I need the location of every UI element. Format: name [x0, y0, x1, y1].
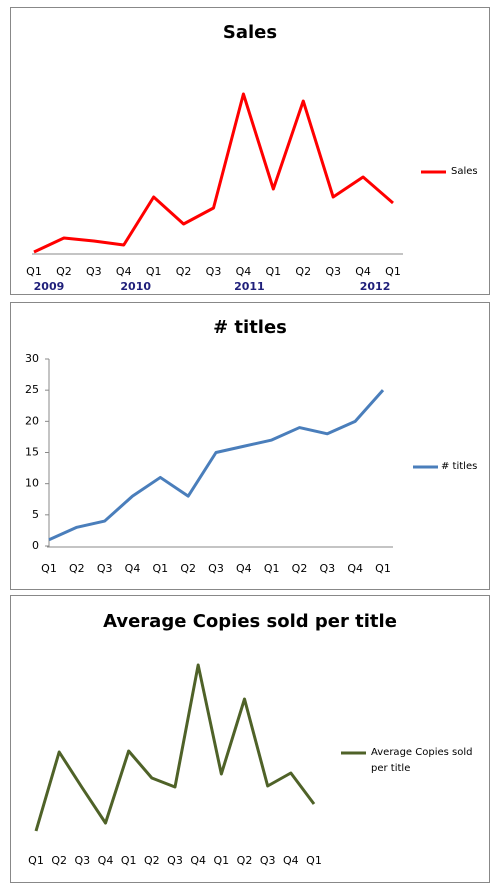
y-tick-label: 30	[25, 352, 39, 365]
chart: Average Copies sold per title Q1 Q2 Q3 Q4 Q1 Q…	[28, 611, 397, 867]
x-tick-label: Q4	[236, 562, 252, 575]
x-tick-label: Q3	[260, 854, 276, 867]
x-tick-label: Q1	[41, 562, 57, 575]
x-tick-label: Q4	[347, 562, 363, 575]
x-tick-label: Q1	[121, 854, 137, 867]
x-tick-label: Q2	[292, 562, 308, 575]
x-tick-label: Q2	[176, 265, 192, 278]
x-tick-label: Q3	[86, 265, 102, 278]
x-tick-label: Q4	[125, 562, 141, 575]
x-tick-label: Q4	[236, 265, 252, 278]
chart-panel: Average Copies sold per title Q1 Q2 Q3 Q4 Q1 Q…	[10, 595, 490, 883]
x-tick-label: Q2	[295, 265, 311, 278]
x-tick-label: Q2	[69, 562, 85, 575]
data-line	[34, 663, 316, 832]
chart-title: Sales	[223, 22, 277, 43]
x-tick-label: Q3	[206, 265, 222, 278]
chart: # titles 0 5 10 15 20 25 30 Q1 Q2 Q3 Q4 Q1 Q2 Q3 Q4 Q1 Q2…	[25, 317, 438, 575]
y-tick-label: 15	[25, 446, 39, 459]
x-group-label: 2009	[34, 280, 65, 293]
x-tick-label: Q1	[264, 562, 280, 575]
x-tick-label: Q2	[237, 854, 253, 867]
x-tick-label: Q2	[51, 854, 67, 867]
x-tick-label: Q1	[306, 854, 322, 867]
y-tick-label: 25	[25, 383, 39, 396]
x-tick-label: Q4	[116, 265, 132, 278]
y-tick-label: 20	[25, 414, 39, 427]
y-tick-label: 5	[32, 508, 39, 521]
x-tick-label: Q4	[190, 854, 206, 867]
x-tick-label: Q3	[208, 562, 224, 575]
x-tick-label: Q1	[152, 562, 168, 575]
x-tick-label: Q1	[28, 854, 44, 867]
x-tick-label: Q3	[325, 265, 341, 278]
chart-title: # titles	[213, 317, 287, 338]
x-tick-label: Q4	[98, 854, 114, 867]
x-tick-label: Q2	[144, 854, 160, 867]
x-tick-label: Q2	[180, 562, 196, 575]
x-tick-label: Q1	[265, 265, 281, 278]
x-tick-label: Q3	[167, 854, 183, 867]
x-tick-label: Q1	[385, 265, 401, 278]
x-group-label: 2012	[360, 280, 391, 293]
x-group-label: 2011	[234, 280, 265, 293]
y-tick-label: 0	[32, 539, 39, 552]
x-tick-label: Q3	[74, 854, 90, 867]
y-tick-label: 10	[25, 477, 39, 490]
x-group-label: 2010	[120, 280, 151, 293]
data-line	[33, 92, 394, 254]
chart-panel: # titles 0 5 10 15 20 25 30 Q1 Q2 Q3 Q4 Q1 Q2 Q3 Q4 Q1 Q2…	[10, 302, 490, 590]
legend-label: # titles	[441, 461, 478, 472]
legend-label: Sales	[451, 166, 478, 177]
x-tick-label: Q4	[355, 265, 371, 278]
x-tick-label: Q3	[319, 562, 335, 575]
legend-label: Average Copies sold per title	[371, 747, 473, 774]
x-tick-label: Q1	[26, 265, 42, 278]
x-tick-label: Q1	[146, 265, 162, 278]
chart-title: Average Copies sold per title	[103, 611, 397, 632]
x-tick-label: Q1	[375, 562, 391, 575]
data-line	[48, 389, 385, 542]
x-tick-label: Q3	[97, 562, 113, 575]
x-tick-label: Q1	[213, 854, 229, 867]
chart: Sales Q1 Q2 Q3 Q4 Q1 Q2 Q3 Q4 Q1 Q2 Q3 Q4 Q1 2009 2010 2…	[26, 22, 446, 293]
chart-panel: Sales Q1 Q2 Q3 Q4 Q1 Q2 Q3 Q4 Q1 Q2 Q3 Q4 Q1 2009 2010 2…	[10, 7, 490, 295]
x-tick-label: Q2	[56, 265, 72, 278]
x-tick-label: Q4	[283, 854, 299, 867]
